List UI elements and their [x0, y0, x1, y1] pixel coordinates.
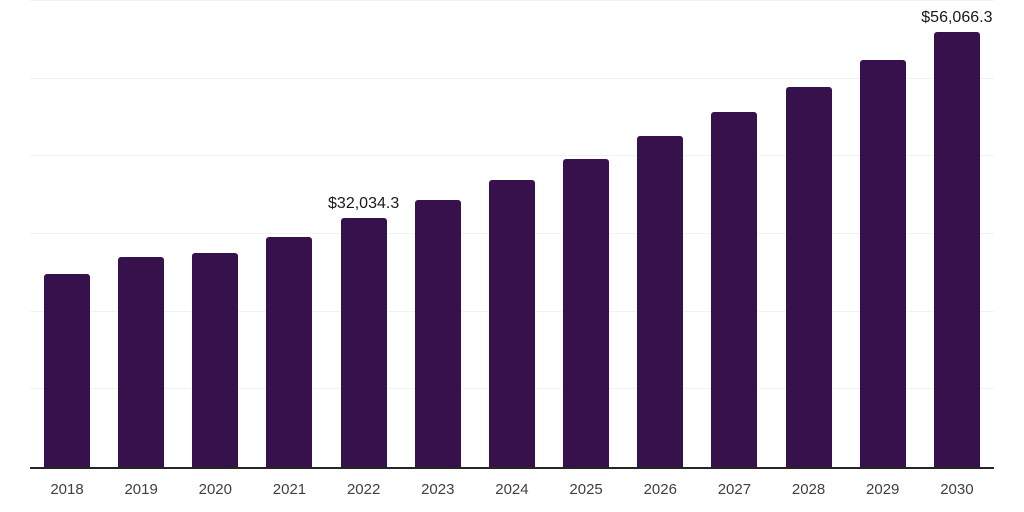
bar-cell-2018	[44, 1, 90, 467]
x-axis-labels: 2018 2019 2020 2021 2022 2023 2024 2025 2026 2027…	[30, 479, 994, 501]
x-label-2018: 2018	[50, 481, 84, 498]
data-label-2030: $56,066.3	[921, 8, 993, 26]
x-label-2019: 2019	[124, 481, 158, 498]
bar-2020[interactable]	[192, 252, 239, 467]
x-label-2022: 2022	[346, 481, 381, 498]
bar-cell-2020	[192, 1, 239, 467]
bar-2029[interactable]	[859, 60, 906, 467]
x-label-2023: 2023	[421, 481, 455, 498]
gridline-60000	[30, 0, 994, 1]
gridline-50000	[30, 77, 994, 79]
x-label-2030: 2030	[940, 481, 974, 498]
bar-cell-2030: $56,066.3	[921, 1, 992, 467]
gridline-40000	[30, 155, 994, 157]
x-label-2025: 2025	[569, 481, 603, 498]
bar-cell-2022: $32,034.3	[328, 1, 399, 467]
plot-area: $32,034.3 $56,066.3	[30, 0, 994, 469]
x-label-2027: 2027	[717, 481, 752, 498]
bar-2030[interactable]	[933, 31, 980, 467]
bar-2018[interactable]	[44, 273, 90, 467]
x-label-2026: 2026	[643, 481, 677, 498]
x-label-2021: 2021	[272, 481, 307, 498]
bars-container: $32,034.3 $56,066.3	[30, 1, 994, 467]
x-label-2028: 2028	[791, 481, 826, 498]
bar-cell-2021	[266, 1, 313, 467]
bar-cell-2024	[488, 1, 535, 467]
bar-2019[interactable]	[118, 257, 165, 467]
bar-cell-2027	[711, 1, 758, 467]
bar-2023[interactable]	[414, 199, 461, 467]
bar-cell-2025	[563, 1, 610, 467]
bar-cell-2019	[118, 1, 165, 467]
bar-2021[interactable]	[266, 237, 313, 467]
bar-2028[interactable]	[785, 87, 832, 467]
data-label-2022: $32,034.3	[328, 195, 400, 213]
x-label-2029: 2029	[866, 481, 900, 498]
bar-2024[interactable]	[488, 180, 535, 467]
bar-cell-2023	[414, 1, 461, 467]
x-label-2024: 2024	[495, 481, 529, 498]
bar-cell-2029	[859, 1, 906, 467]
bar-2027[interactable]	[711, 112, 758, 467]
bar-2026[interactable]	[637, 136, 684, 467]
x-label-2020: 2020	[198, 481, 232, 498]
bar-cell-2028	[785, 1, 832, 467]
bar-cell-2026	[637, 1, 684, 467]
bar-2025[interactable]	[563, 159, 610, 467]
bar-2022[interactable]	[340, 218, 387, 467]
